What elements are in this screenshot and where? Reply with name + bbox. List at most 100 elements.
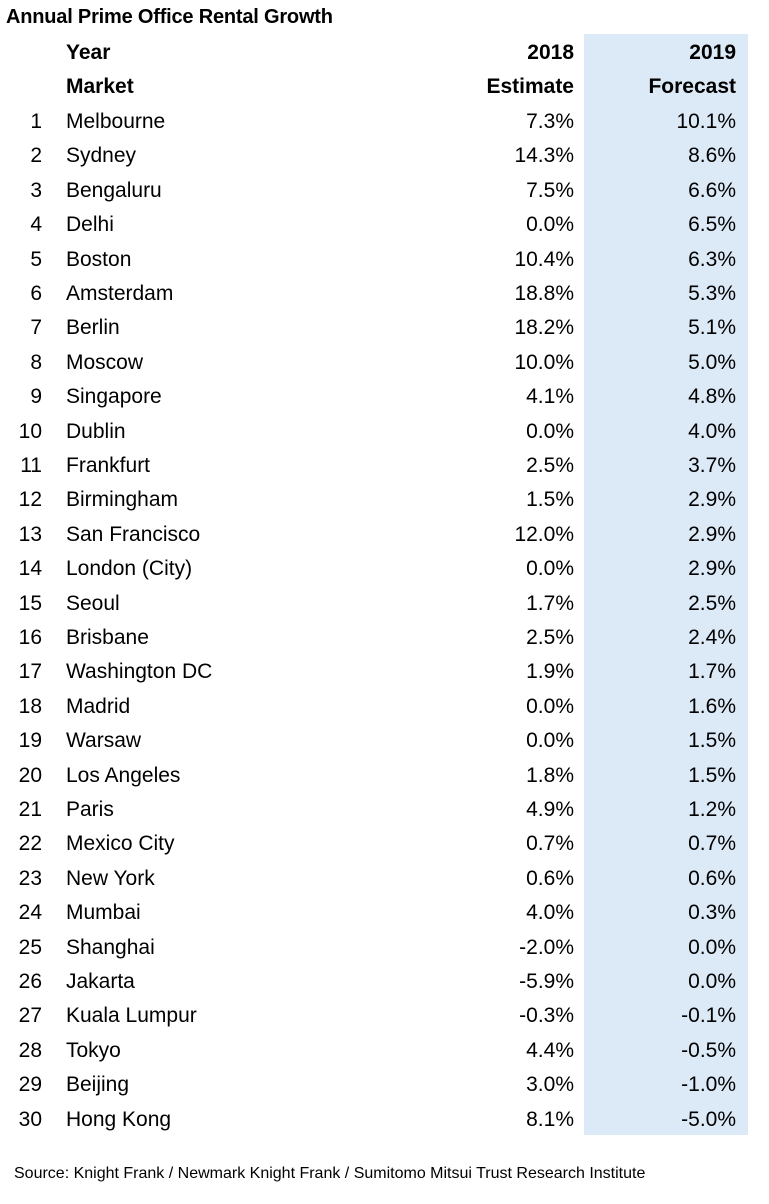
market-cell: Seoul <box>66 591 120 615</box>
market-cell: Paris <box>66 798 114 821</box>
table-title: Annual Prime Office Rental Growth <box>6 6 333 28</box>
rank-cell: 24 <box>18 901 42 925</box>
table-row: 23 New York 0.6% 0.6% <box>0 862 769 896</box>
table-row: 8 Moscow 10.0% 5.0% <box>0 346 769 380</box>
rank-cell: 7 <box>30 316 42 340</box>
forecast-cell: 0.0% <box>688 935 736 959</box>
table-row: 25 Shanghai -2.0% 0.0% <box>0 931 769 965</box>
rank-cell: 23 <box>18 866 42 890</box>
market-cell: Singapore <box>66 385 162 409</box>
estimate-cell: 18.8% <box>514 282 574 305</box>
market-cell: London (City) <box>66 557 193 581</box>
forecast-cell: -0.5% <box>681 1038 736 1062</box>
forecast-cell: 3.7% <box>688 454 736 477</box>
rank-cell: 13 <box>18 522 42 546</box>
rank-cell: 26 <box>18 970 42 993</box>
market-cell: Beijing <box>66 1073 130 1097</box>
forecast-cell: 6.6% <box>688 178 736 202</box>
rank-cell: 2 <box>30 144 42 168</box>
header-market-label: Market <box>66 75 134 98</box>
estimate-cell: 4.4% <box>526 1038 574 1062</box>
market-cell: Boston <box>66 247 132 271</box>
forecast-cell: 5.3% <box>688 282 736 305</box>
market-cell: Tokyo <box>66 1038 121 1062</box>
table-row: 24 Mumbai 4.0% 0.3% <box>0 896 769 930</box>
forecast-cell: -5.0% <box>681 1107 736 1131</box>
table-row: 27 Kuala Lumpur -0.3% -0.1% <box>0 999 769 1033</box>
market-cell: Moscow <box>66 350 144 374</box>
market-cell: Washington DC <box>66 660 213 684</box>
estimate-cell: -0.3% <box>519 1004 574 1028</box>
table-row: 10 Dublin 0.0% 4.0% <box>0 415 769 449</box>
market-cell: Brisbane <box>66 626 149 649</box>
header-row-market: Market Estimate Forecast <box>0 70 769 104</box>
estimate-cell: 0.0% <box>526 557 574 581</box>
estimate-cell: 7.3% <box>526 110 574 133</box>
forecast-cell: 1.6% <box>688 694 736 718</box>
estimate-cell: 0.0% <box>526 419 574 443</box>
market-cell: Amsterdam <box>66 282 174 305</box>
table-row: 15 Seoul 1.7% 2.5% <box>0 587 769 621</box>
estimate-cell: 18.2% <box>514 316 574 340</box>
market-cell: San Francisco <box>66 522 201 546</box>
forecast-cell: 1.5% <box>688 763 736 787</box>
table-row: 12 Birmingham 1.5% 2.9% <box>0 483 769 517</box>
rank-cell: 8 <box>30 350 42 374</box>
table-row: 21 Paris 4.9% 1.2% <box>0 793 769 827</box>
estimate-cell: 3.0% <box>526 1073 574 1097</box>
estimate-cell: 1.7% <box>526 591 574 615</box>
forecast-cell: -0.1% <box>681 1004 736 1028</box>
rank-cell: 22 <box>18 832 42 856</box>
estimate-cell: 1.9% <box>526 660 574 684</box>
estimate-cell: 7.5% <box>526 178 574 202</box>
table-row: 17 Washington DC 1.9% 1.7% <box>0 655 769 689</box>
header-estimate: Estimate <box>486 75 574 98</box>
table-row: 20 Los Angeles 1.8% 1.5% <box>0 759 769 793</box>
forecast-cell: 4.0% <box>688 419 736 443</box>
market-cell: Berlin <box>66 316 120 340</box>
rank-cell: 4 <box>30 213 42 237</box>
rank-cell: 25 <box>18 935 42 959</box>
rank-cell: 3 <box>30 178 42 202</box>
estimate-cell: 0.0% <box>526 213 574 237</box>
rank-cell: 10 <box>18 419 42 443</box>
forecast-cell: 0.6% <box>688 866 736 890</box>
table-row: 9 Singapore 4.1% 4.8% <box>0 380 769 414</box>
estimate-cell: 0.7% <box>526 832 574 856</box>
forecast-column-highlight <box>584 34 748 1135</box>
market-cell: Mexico City <box>66 832 175 856</box>
rank-cell: 16 <box>18 626 42 649</box>
market-cell: Hong Kong <box>66 1107 172 1131</box>
table-row: 5 Boston 10.4% 6.3% <box>0 243 769 277</box>
estimate-cell: 0.6% <box>526 866 574 890</box>
rank-cell: 19 <box>18 729 42 753</box>
rank-cell: 11 <box>20 454 42 477</box>
market-cell: Melbourne <box>66 110 166 133</box>
table-row: 3 Bengaluru 7.5% 6.6% <box>0 174 769 208</box>
header-row-year: Year 2018 2019 <box>0 36 769 70</box>
forecast-cell: 2.9% <box>688 488 736 512</box>
rank-cell: 27 <box>18 1004 42 1028</box>
forecast-cell: 0.7% <box>688 832 736 856</box>
forecast-cell: 1.5% <box>688 729 736 753</box>
header-forecast: Forecast <box>648 75 736 98</box>
forecast-cell: 2.9% <box>688 522 736 546</box>
rank-cell: 15 <box>18 591 42 615</box>
table-row: 2 Sydney 14.3% 8.6% <box>0 139 769 173</box>
rank-cell: 18 <box>18 694 42 718</box>
estimate-cell: 14.3% <box>514 144 574 168</box>
estimate-cell: 1.8% <box>526 763 574 787</box>
table-row: 13 San Francisco 12.0% 2.9% <box>0 518 769 552</box>
forecast-cell: 5.1% <box>688 316 736 340</box>
source-note: Source: Knight Frank / Newmark Knight Fr… <box>14 1165 646 1182</box>
estimate-cell: -2.0% <box>519 935 574 959</box>
rank-cell: 1 <box>30 110 42 133</box>
estimate-cell: 0.0% <box>526 694 574 718</box>
forecast-cell: 2.5% <box>688 591 736 615</box>
market-cell: Jakarta <box>66 970 135 993</box>
table-row: 29 Beijing 3.0% -1.0% <box>0 1068 769 1102</box>
forecast-cell: 6.5% <box>688 213 736 237</box>
forecast-cell: -1.0% <box>681 1073 736 1097</box>
rank-cell: 5 <box>30 247 42 271</box>
market-cell: Frankfurt <box>66 454 151 477</box>
